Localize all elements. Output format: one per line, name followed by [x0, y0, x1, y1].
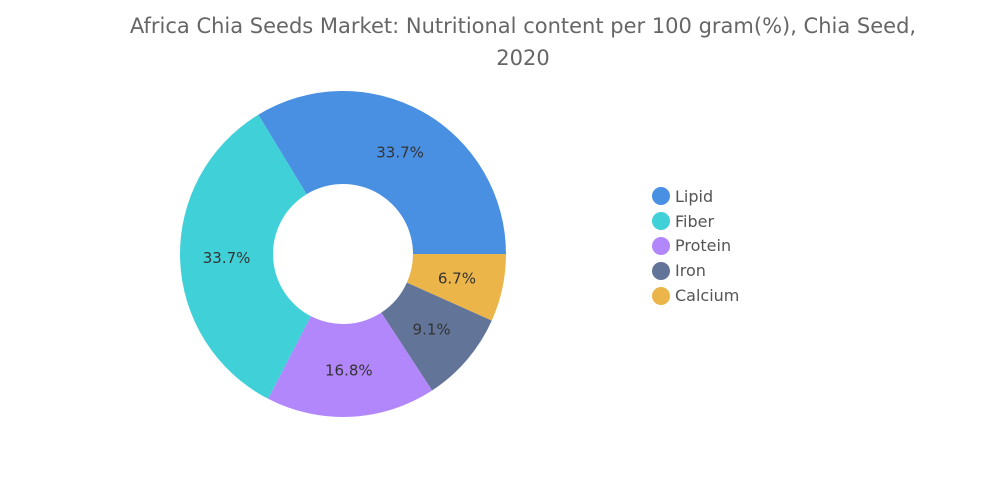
legend-swatch-calcium	[652, 286, 670, 305]
chart-title: Africa Chia Seeds Market: Nutritional co…	[100, 10, 946, 74]
slice-label-iron: 9.1%	[413, 321, 451, 339]
slice-calcium[interactable]	[406, 254, 506, 321]
legend-label-lipid: Lipid	[675, 186, 714, 206]
legend-item-iron[interactable]: Iron	[652, 258, 739, 283]
legend-swatch-protein	[652, 236, 670, 255]
donut-slice-labels: 33.7% 6.7% 9.1% 16.8% 33.7%	[203, 143, 476, 379]
legend-label-iron: Iron	[675, 261, 706, 281]
slice-fiber[interactable]	[180, 114, 311, 399]
chart-title-line-1: Africa Chia Seeds Market: Nutritional co…	[129, 14, 917, 38]
slice-label-protein: 16.8%	[325, 361, 373, 379]
slice-protein[interactable]	[268, 312, 433, 417]
slice-label-calcium: 6.7%	[438, 269, 476, 287]
slice-label-fiber: 33.7%	[203, 249, 251, 267]
slice-label-lipid: 33.7%	[376, 143, 424, 161]
legend-label-calcium: Calcium	[675, 286, 740, 306]
legend-item-lipid[interactable]: Lipid	[652, 184, 739, 209]
legend-item-fiber[interactable]: Fiber	[652, 209, 739, 234]
legend-swatch-lipid	[652, 187, 670, 206]
legend-swatch-iron	[652, 261, 670, 280]
legend-item-protein[interactable]: Protein	[652, 234, 739, 259]
chart-title-line-2: 2020	[496, 46, 550, 70]
slice-iron[interactable]	[381, 282, 492, 391]
legend-swatch-fiber	[652, 212, 670, 231]
slice-lipid[interactable]	[258, 91, 506, 255]
legend-item-calcium[interactable]: Calcium	[652, 283, 739, 308]
chart-legend: Lipid Fiber Protein Iron Calcium	[652, 184, 739, 308]
legend-label-fiber: Fiber	[675, 211, 715, 231]
donut-slices	[180, 91, 506, 417]
legend-label-protein: Protein	[675, 236, 732, 256]
